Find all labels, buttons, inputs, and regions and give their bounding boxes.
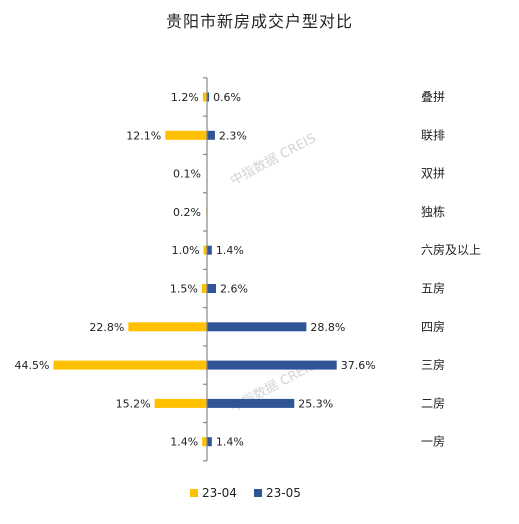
bar-23-05 (207, 437, 212, 447)
data-label-23-04: 22.8% (89, 321, 124, 334)
data-label-23-04: 1.4% (170, 436, 198, 449)
bar-23-04 (201, 284, 207, 293)
data-label-23-04: 15.2% (116, 397, 151, 410)
bar-23-05 (207, 92, 210, 102)
data-label-23-04: 0.1% (173, 168, 201, 181)
category-label: 二房 (421, 395, 445, 410)
bar-23-04 (165, 130, 207, 140)
category-label: 双拼 (421, 167, 445, 181)
bar-23-05 (207, 322, 307, 332)
bar-23-05 (207, 284, 216, 293)
data-label-23-04: 44.5% (15, 359, 50, 372)
data-label-23-05: 2.6% (220, 283, 248, 296)
category-label: 独栋 (421, 204, 445, 219)
data-label-23-04: 12.1% (126, 129, 161, 142)
legend-label-23-05: 23-05 (266, 486, 301, 500)
category-label: 联排 (421, 128, 445, 142)
data-label-23-05: 2.3% (219, 129, 247, 142)
data-label-23-05: 37.6% (341, 359, 376, 372)
legend-swatch-23-05 (254, 489, 262, 497)
data-label-23-04: 1.0% (172, 244, 200, 257)
data-label-23-04: 0.2% (173, 206, 201, 219)
category-label: 四房 (421, 319, 445, 334)
bar-23-04 (53, 360, 207, 370)
data-label-23-04: 1.5% (170, 283, 198, 296)
bar-23-05 (207, 398, 295, 408)
category-label: 五房 (421, 281, 445, 296)
chart-title: 贵阳市新房成交户型对比 (165, 12, 353, 31)
bar-23-04 (202, 92, 207, 102)
bar-23-04 (203, 245, 207, 255)
category-label: 叠拼 (421, 90, 445, 104)
data-label-23-05: 1.4% (216, 244, 244, 257)
bar-23-05 (207, 245, 212, 255)
data-label-23-05: 25.3% (298, 397, 333, 410)
bar-23-05 (207, 130, 215, 140)
data-label-23-04: 1.2% (171, 91, 199, 104)
legend-swatch-23-04 (190, 489, 198, 497)
category-label: 一房 (421, 434, 445, 449)
bar-23-04 (128, 322, 207, 332)
bar-23-04 (202, 437, 207, 447)
bar-23-04 (154, 398, 207, 408)
data-label-23-05: 28.8% (310, 321, 345, 334)
data-label-23-05: 0.6% (213, 91, 241, 104)
bar-23-05 (207, 360, 337, 370)
category-label: 三房 (421, 357, 445, 372)
data-label-23-05: 1.4% (216, 436, 244, 449)
category-label: 六房及以上 (421, 242, 481, 257)
legend-label-23-04: 23-04 (202, 486, 237, 500)
